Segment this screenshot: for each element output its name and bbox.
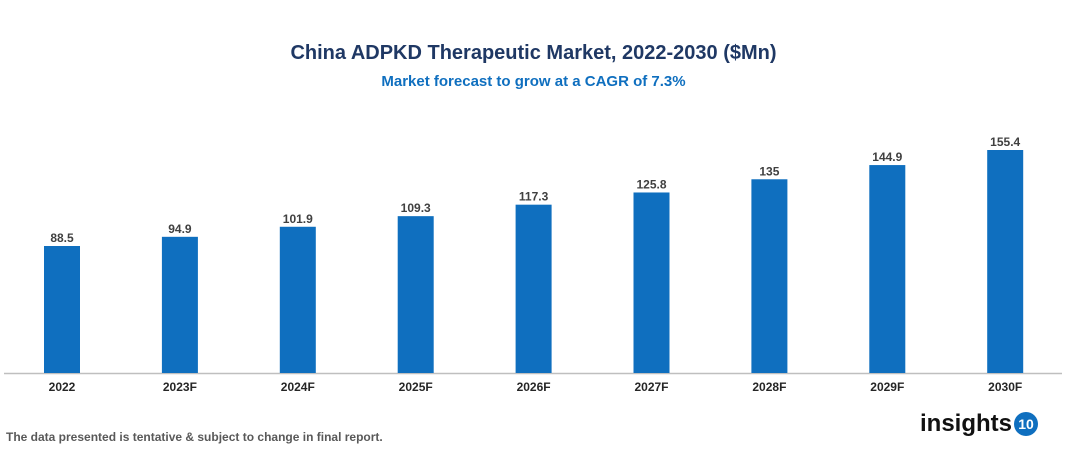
bar-2027F [633, 192, 670, 373]
data-label: 94.9 [168, 222, 192, 236]
data-label: 135 [759, 164, 779, 178]
bar-2023F [161, 236, 198, 373]
x-tick-label: 2027F [634, 380, 668, 394]
data-label: 88.5 [50, 231, 74, 245]
x-tick-label: 2026F [517, 380, 551, 394]
bar-2028F [751, 179, 788, 373]
x-tick-label: 2029F [870, 380, 904, 394]
data-label: 144.9 [872, 150, 902, 164]
data-label: 125.8 [636, 177, 666, 191]
chart-title: China ADPKD Therapeutic Market, 2022-203… [290, 42, 777, 64]
x-tick-label: 2030F [988, 380, 1022, 394]
chart-subtitle: Market forecast to grow at a CAGR of 7.3… [381, 73, 686, 90]
insights10-logo: insights 10 [920, 410, 1039, 438]
data-label: 117.3 [519, 190, 549, 204]
bar-2029F [869, 165, 906, 373]
data-label: 101.9 [283, 212, 313, 226]
data-label: 109.3 [401, 201, 431, 215]
x-tick-label: 2024F [281, 380, 315, 394]
bar-2025F [397, 216, 434, 373]
x-tick-label: 2022 [49, 380, 76, 394]
x-tick-label: 2023F [163, 380, 197, 394]
logo-text: insights [920, 410, 1013, 437]
data-label: 155.4 [990, 135, 1020, 149]
x-tick-label: 2028F [752, 380, 786, 394]
bar-2026F [515, 204, 552, 373]
bar-2022 [44, 246, 80, 373]
bar-2030F [987, 150, 1024, 373]
x-tick-label: 2025F [399, 380, 433, 394]
disclaimer-note: The data presented is tentative & subjec… [6, 430, 383, 444]
bar-2024F [279, 226, 316, 373]
logo-badge: 10 [1014, 412, 1039, 436]
